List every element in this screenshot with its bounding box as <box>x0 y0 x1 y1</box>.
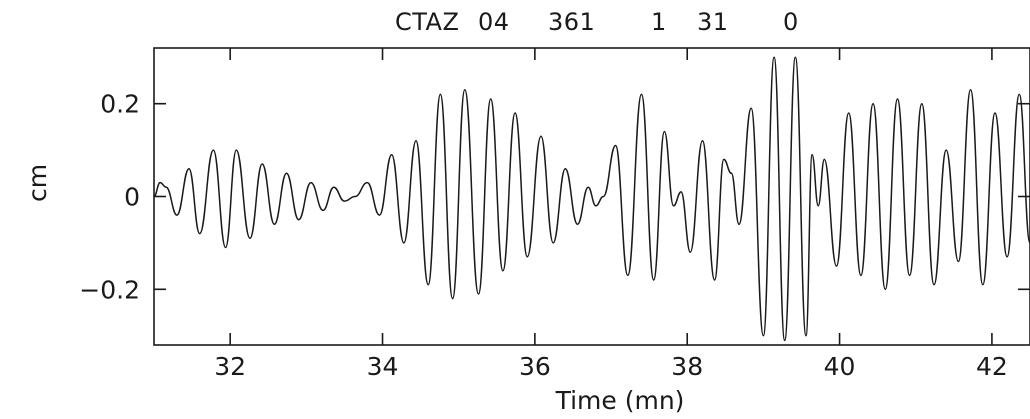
title-hour: 1 <box>651 8 667 36</box>
y-tick-label: 0.2 <box>100 90 140 119</box>
title-second: 0 <box>783 8 799 36</box>
title-day: 361 <box>548 8 595 36</box>
x-tick-label: 42 <box>976 352 1008 381</box>
axis-ticks <box>154 48 1030 345</box>
y-tick-label: −0.2 <box>79 275 140 304</box>
seismogram-trace <box>153 56 1030 342</box>
axis-tick-labels: 32 34 36 38 40 42 0.2 0 −0.2 <box>79 90 1008 381</box>
x-tick-label: 34 <box>367 352 399 381</box>
x-tick-label: 36 <box>519 352 551 381</box>
title-station: CTAZ <box>395 8 459 36</box>
title-channel: 04 <box>478 8 510 36</box>
y-axis-label: cm <box>23 164 52 202</box>
x-tick-label: 32 <box>214 352 246 381</box>
x-tick-label: 40 <box>824 352 856 381</box>
x-axis-label: Time (mn) <box>555 386 685 415</box>
title-minute: 31 <box>697 8 729 36</box>
x-tick-label: 38 <box>671 352 703 381</box>
y-tick-label: 0 <box>124 183 140 212</box>
